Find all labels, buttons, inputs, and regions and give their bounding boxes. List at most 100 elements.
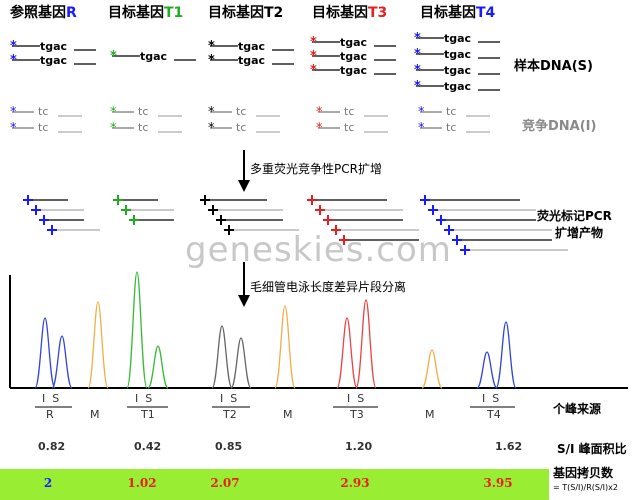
sample-seq-label: tgac [444,32,471,45]
copy-number-t1: 1.02 [127,476,157,490]
group-t4-is: I S [482,392,500,405]
ratio-r: 0.82 [38,440,66,453]
fluor-star: * [310,49,317,64]
peak [230,337,252,389]
sample-seq-label: tgac [40,54,67,67]
fluor-star: * [316,121,323,136]
header-t3-suffix: T3 [368,5,388,21]
header-t2-suffix: T2 [264,5,284,21]
header-r: 参照基因R [10,2,77,22]
header-r-prefix: 参照基因 [10,5,66,21]
header-t2-prefix: 目标基因 [208,5,264,21]
peak [476,351,498,389]
peak [274,305,296,389]
watermark-text: geneskies.com [185,230,452,270]
copy-number-t2: 2.07 [210,476,240,490]
fluor-star: * [10,39,17,54]
group-r-name: R [46,408,54,421]
peak [34,317,56,389]
ratio-t4: 1.62 [495,440,523,453]
header-t1-suffix: T1 [164,5,184,21]
header-t1: 目标基因T1 [108,2,183,22]
fluor-products-label-1: 荧光标记PCR [537,209,612,223]
group-m2-name: M [283,408,293,421]
fluor-products-label-2: 扩增产物 [555,226,604,240]
competitor-seq-label: tc [446,105,456,118]
competitor-seq-label: tc [344,105,354,118]
fluor-star: * [208,105,215,120]
sample-seq-label: tgac [444,48,471,61]
fluor-star: * [208,121,215,136]
header-t3: 目标基因T3 [312,2,387,22]
ratio-t1: 0.42 [134,440,162,453]
copy-number-t4: 3.95 [483,476,513,490]
competitor-dna-label: 竞争DNA(I) [522,119,597,134]
sample-seq-label: tgac [140,50,167,63]
competitor-seq-label: tc [236,121,246,134]
copy-number-r: 2 [43,476,53,490]
fluor-star: * [310,63,317,78]
group-m3-name: M [425,408,435,421]
sample-dna-strands: * tgac * tgac * tgac * tgac * tgac * tgac * tgac * tgac… [10,31,500,94]
group-r-is: I S [42,392,60,405]
header-t1-prefix: 目标基因 [108,5,164,21]
fluor-star: * [208,53,215,68]
header-r-suffix: R [66,5,77,21]
sample-seq-label: tgac [444,80,471,93]
fluor-star: * [414,31,421,46]
copy-number-t3: 2.93 [340,476,370,490]
fluor-star: * [418,121,425,136]
peak [51,335,73,389]
step1-label: 多重荧光竞争性PCR扩增 [250,162,382,176]
copy-number-label: 基因拷贝数 [553,466,614,480]
fluor-star: * [110,121,117,136]
fluor-star: * [414,47,421,62]
header-t2: 目标基因T2 [208,2,283,22]
group-t3-is: I S [347,392,365,405]
competitor-seq-label: tc [138,105,148,118]
peak [211,325,233,389]
fluor-star: * [10,121,17,136]
fluor-star: * [10,105,17,120]
group-t1-is: I S [135,392,153,405]
si-ratio-label: S/I 峰面积比 [557,442,627,456]
header-t4: 目标基因T4 [420,2,495,22]
copy-number-formula: = T(S/I)/R(S/I)x2 [553,483,618,492]
group-t2-name: T2 [223,408,237,421]
header-t4-prefix: 目标基因 [420,5,476,21]
sample-seq-label: tgac [340,36,367,49]
peak [126,271,148,389]
group-m1-name: M [90,408,100,421]
sample-seq-label: tgac [340,50,367,63]
header-t3-prefix: 目标基因 [312,5,368,21]
fluorescent-products [23,195,568,255]
fluor-star: * [110,49,117,64]
fluor-star: * [414,79,421,94]
sample-seq-label: tgac [340,64,367,77]
competitor-seq-label: tc [446,121,456,134]
competitor-seq-label: tc [138,121,148,134]
peak [336,317,358,389]
group-t2-is: I S [220,392,238,405]
fluor-star: * [10,53,17,68]
fluor-star: * [316,105,323,120]
competitor-seq-label: tc [38,121,48,134]
ratio-t3: 1.20 [345,440,373,453]
fluor-star: * [310,35,317,50]
sample-seq-label: tgac [40,40,67,53]
fluor-star: * [418,105,425,120]
fluor-star: * [208,39,215,54]
sample-seq-label: tgac [444,64,471,77]
fluor-star: * [414,63,421,78]
peak [495,321,517,389]
fluor-star: * [110,105,117,120]
copy-number-bar [0,469,549,500]
competitor-seq-label: tc [236,105,246,118]
group-t3-name: T3 [350,408,364,421]
competitor-dna-strands: * tc * tc * tc * tc * tc * tc * tc * tc * tc * tc [10,105,490,136]
header-t4-suffix: T4 [476,5,496,21]
peak-source-label: 个峰来源 [553,402,602,416]
peak [87,301,109,389]
group-t4-name: T4 [487,408,501,421]
